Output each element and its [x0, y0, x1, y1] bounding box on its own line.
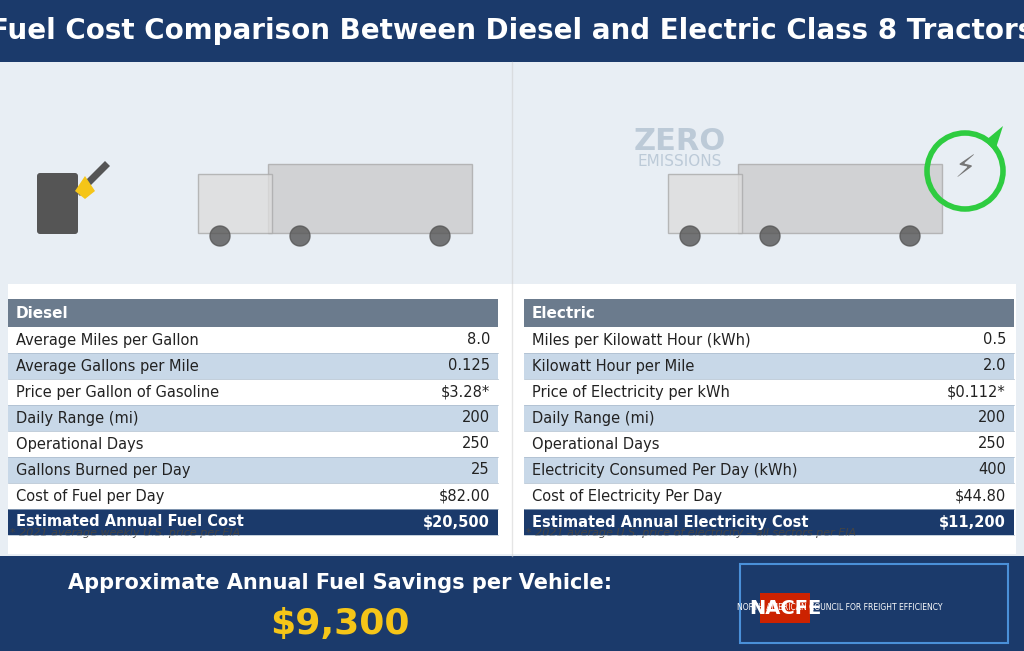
- Circle shape: [900, 226, 920, 246]
- Text: $0.112*: $0.112*: [947, 385, 1006, 400]
- Text: 2.0: 2.0: [982, 359, 1006, 374]
- Text: 0.125: 0.125: [449, 359, 490, 374]
- Circle shape: [290, 226, 310, 246]
- FancyBboxPatch shape: [524, 353, 1014, 379]
- FancyBboxPatch shape: [524, 379, 1014, 405]
- Text: 200: 200: [462, 411, 490, 426]
- Text: Estimated Annual Fuel Cost: Estimated Annual Fuel Cost: [16, 514, 244, 529]
- Text: EMISSIONS: EMISSIONS: [638, 154, 722, 169]
- Text: Estimated Annual Electricity Cost: Estimated Annual Electricity Cost: [532, 514, 809, 529]
- FancyBboxPatch shape: [524, 483, 1014, 509]
- Text: Kilowatt Hour per Mile: Kilowatt Hour per Mile: [532, 359, 694, 374]
- Circle shape: [680, 226, 700, 246]
- Text: 250: 250: [978, 437, 1006, 452]
- FancyBboxPatch shape: [268, 164, 472, 233]
- Text: 200: 200: [978, 411, 1006, 426]
- FancyBboxPatch shape: [8, 457, 498, 483]
- FancyBboxPatch shape: [0, 62, 1024, 556]
- FancyBboxPatch shape: [524, 509, 1014, 535]
- Text: $44.80: $44.80: [954, 488, 1006, 503]
- Text: Electric: Electric: [532, 305, 596, 320]
- Text: $20,500: $20,500: [423, 514, 490, 529]
- Text: Miles per Kilowatt Hour (kWh): Miles per Kilowatt Hour (kWh): [532, 333, 751, 348]
- FancyBboxPatch shape: [0, 556, 1024, 651]
- FancyBboxPatch shape: [8, 379, 498, 405]
- Text: Fuel Cost Comparison Between Diesel and Electric Class 8 Tractors: Fuel Cost Comparison Between Diesel and …: [0, 17, 1024, 45]
- FancyBboxPatch shape: [8, 327, 498, 353]
- FancyBboxPatch shape: [524, 431, 1014, 457]
- FancyBboxPatch shape: [198, 174, 272, 233]
- Text: Daily Range (mi): Daily Range (mi): [532, 411, 654, 426]
- Text: Operational Days: Operational Days: [16, 437, 143, 452]
- FancyBboxPatch shape: [740, 564, 1008, 643]
- Circle shape: [210, 226, 230, 246]
- Text: Diesel: Diesel: [16, 305, 69, 320]
- Circle shape: [760, 226, 780, 246]
- Polygon shape: [75, 176, 95, 199]
- Text: $9,300: $9,300: [270, 607, 410, 641]
- Text: 8.0: 8.0: [467, 333, 490, 348]
- Polygon shape: [985, 126, 1002, 151]
- Text: ZERO: ZERO: [634, 126, 726, 156]
- Text: Average Gallons per Mile: Average Gallons per Mile: [16, 359, 199, 374]
- Text: Electricity Consumed Per Day (kWh): Electricity Consumed Per Day (kWh): [532, 462, 798, 477]
- Text: NACFE: NACFE: [749, 598, 821, 618]
- Text: Average Miles per Gallon: Average Miles per Gallon: [16, 333, 199, 348]
- Text: Gallons Burned per Day: Gallons Burned per Day: [16, 462, 190, 477]
- FancyBboxPatch shape: [0, 62, 1024, 284]
- Text: Cost of Fuel per Day: Cost of Fuel per Day: [16, 488, 165, 503]
- Text: $82.00: $82.00: [438, 488, 490, 503]
- FancyBboxPatch shape: [8, 353, 498, 379]
- Text: Price of Electricity per kWh: Price of Electricity per kWh: [532, 385, 730, 400]
- Text: Daily Range (mi): Daily Range (mi): [16, 411, 138, 426]
- Text: 250: 250: [462, 437, 490, 452]
- FancyBboxPatch shape: [8, 405, 498, 431]
- FancyBboxPatch shape: [0, 0, 1024, 62]
- Text: * 2021 average weekly U.S. price per EIA: * 2021 average weekly U.S. price per EIA: [10, 528, 241, 538]
- Text: ⚡: ⚡: [954, 154, 976, 184]
- Text: $3.28*: $3.28*: [440, 385, 490, 400]
- Text: 0.5: 0.5: [983, 333, 1006, 348]
- Text: Price per Gallon of Gasoline: Price per Gallon of Gasoline: [16, 385, 219, 400]
- FancyBboxPatch shape: [738, 164, 942, 233]
- Polygon shape: [75, 161, 110, 196]
- Text: Cost of Electricity Per Day: Cost of Electricity Per Day: [532, 488, 722, 503]
- Text: NORTH AMERICAN COUNCIL FOR FREIGHT EFFICIENCY: NORTH AMERICAN COUNCIL FOR FREIGHT EFFIC…: [737, 603, 943, 613]
- FancyBboxPatch shape: [37, 173, 78, 234]
- Text: Approximate Annual Fuel Savings per Vehicle:: Approximate Annual Fuel Savings per Vehi…: [68, 573, 612, 592]
- Text: Operational Days: Operational Days: [532, 437, 659, 452]
- Text: 400: 400: [978, 462, 1006, 477]
- FancyBboxPatch shape: [8, 483, 498, 509]
- FancyBboxPatch shape: [524, 327, 1014, 353]
- Text: * 2021 average U.S. price of electricity – all sectors per EIA: * 2021 average U.S. price of electricity…: [526, 528, 856, 538]
- FancyBboxPatch shape: [8, 509, 498, 535]
- Polygon shape: [760, 593, 810, 623]
- Text: $11,200: $11,200: [939, 514, 1006, 529]
- FancyBboxPatch shape: [524, 405, 1014, 431]
- FancyBboxPatch shape: [8, 431, 498, 457]
- FancyBboxPatch shape: [524, 299, 1014, 327]
- FancyBboxPatch shape: [8, 299, 498, 327]
- FancyBboxPatch shape: [8, 206, 1016, 554]
- FancyBboxPatch shape: [524, 457, 1014, 483]
- Circle shape: [430, 226, 450, 246]
- Text: 25: 25: [471, 462, 490, 477]
- FancyBboxPatch shape: [668, 174, 742, 233]
